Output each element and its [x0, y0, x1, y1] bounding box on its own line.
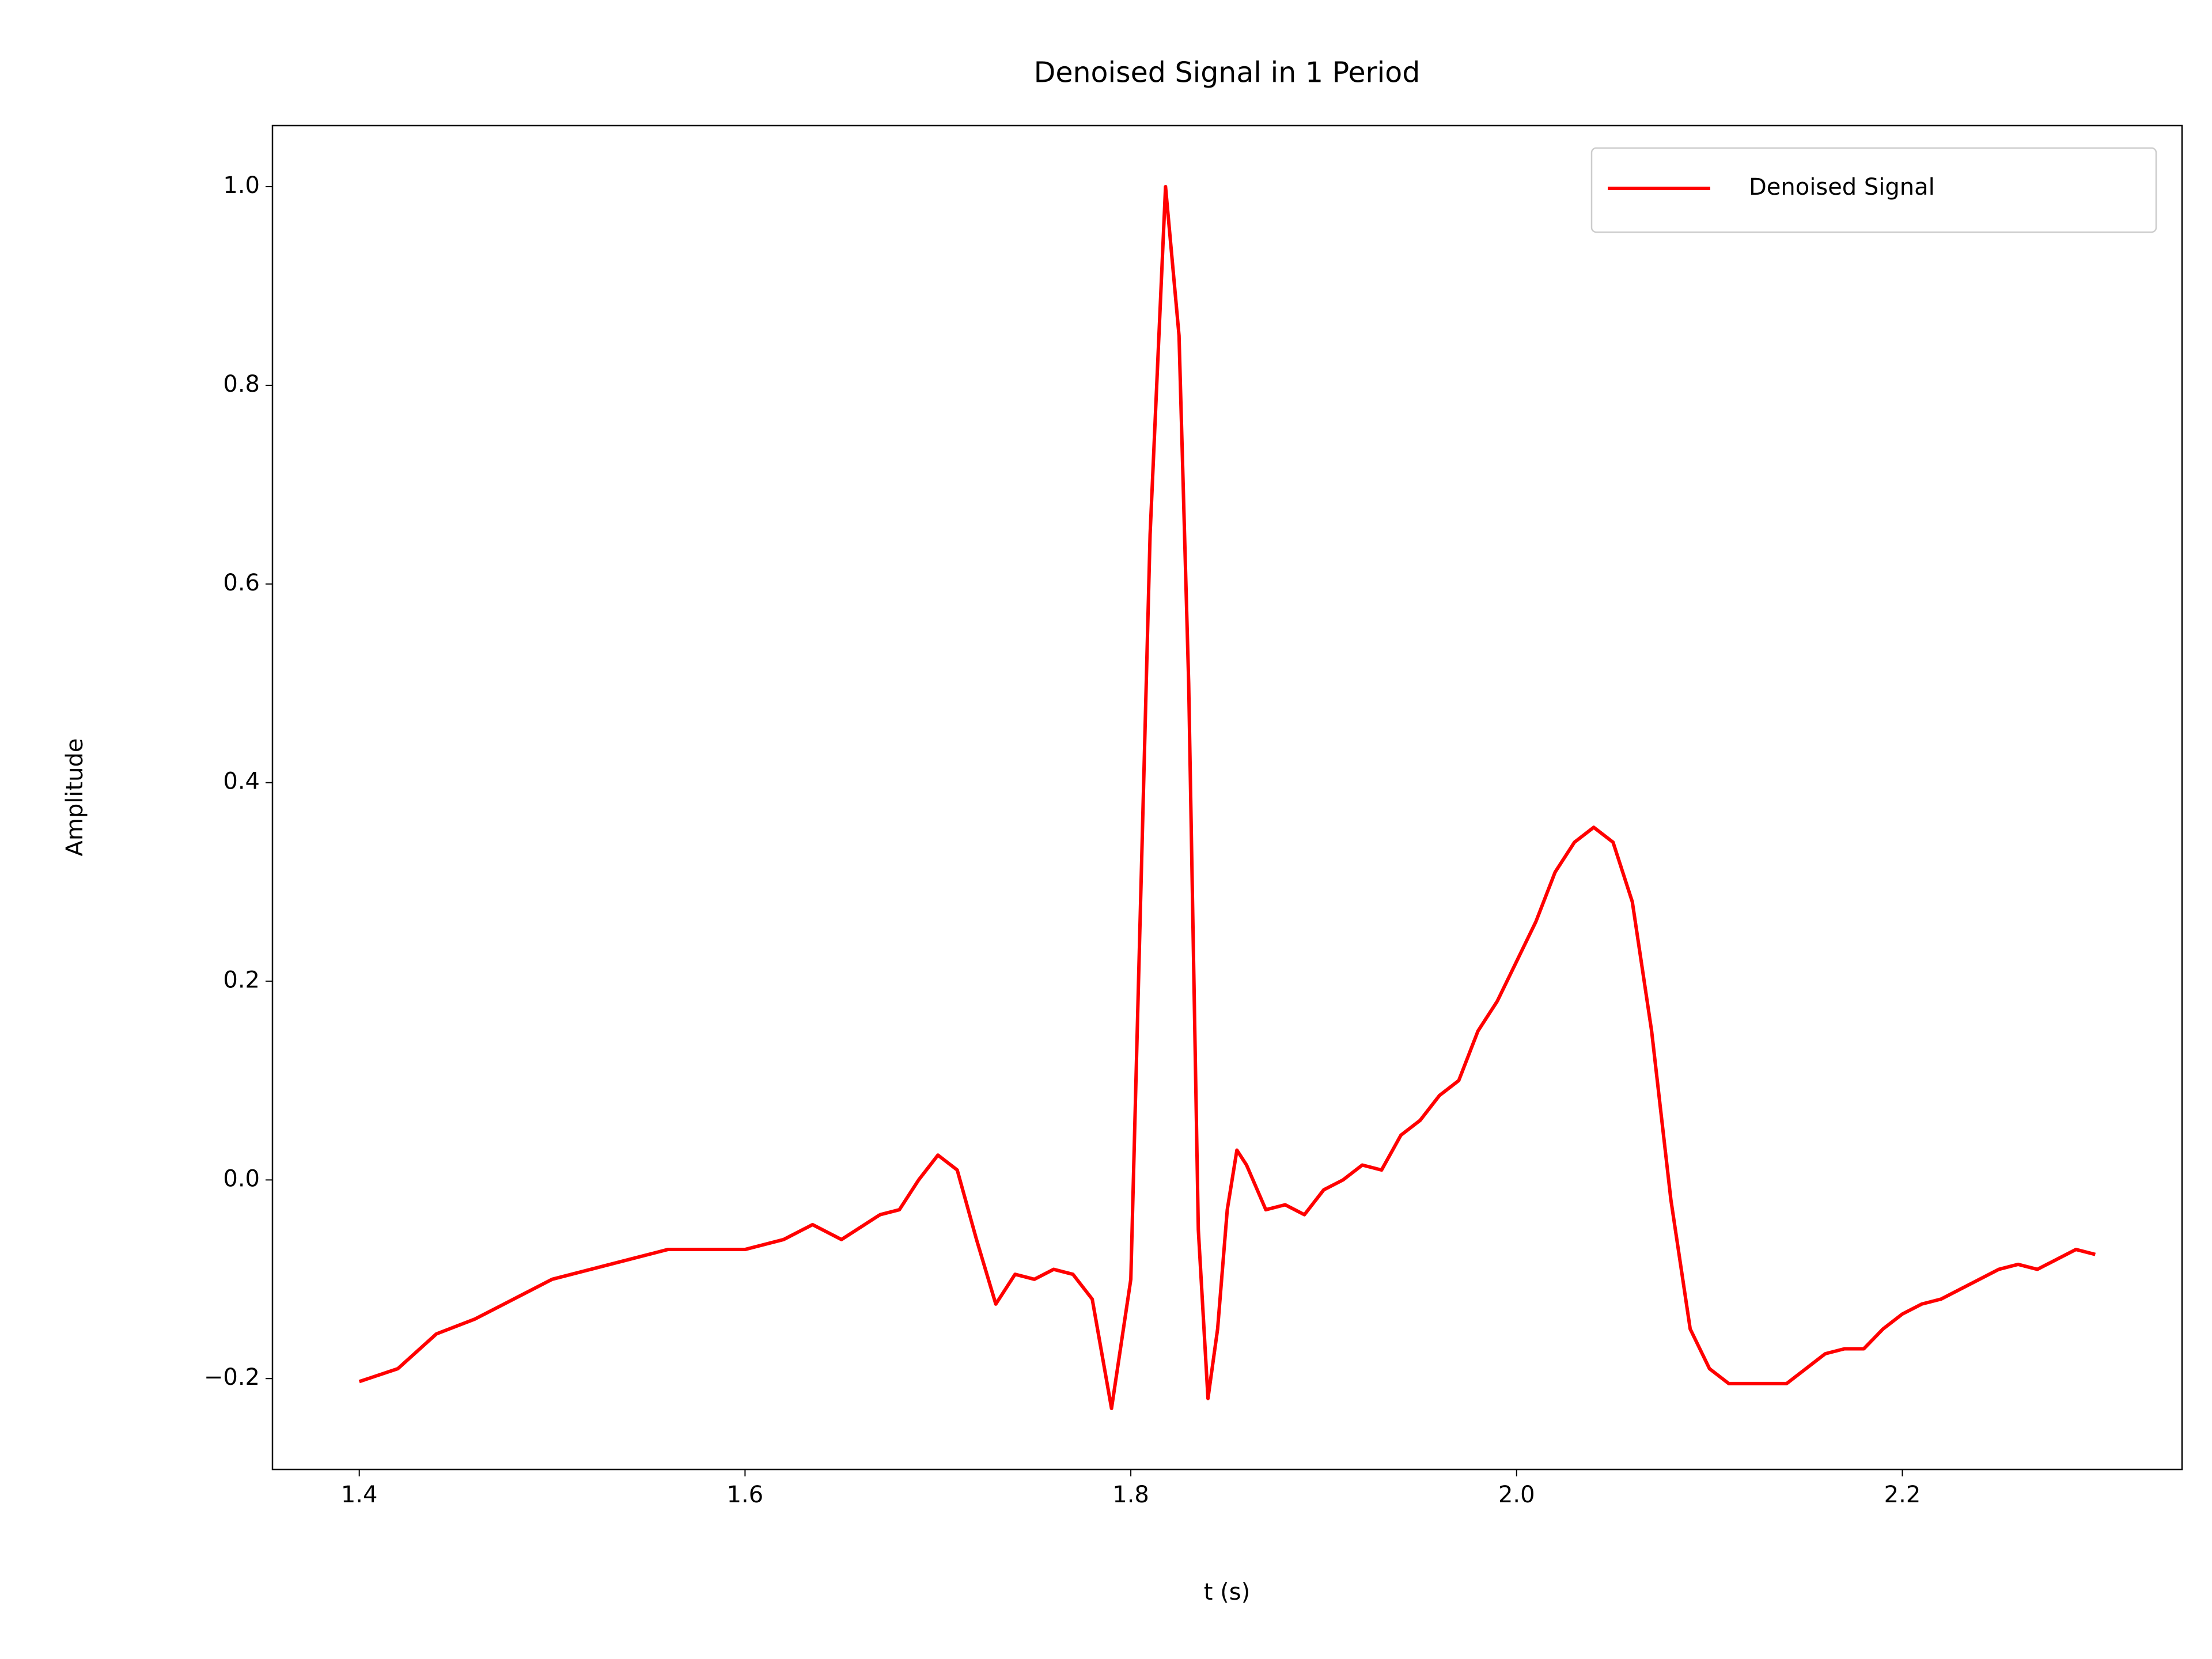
y-tick-label: 0.2: [223, 967, 260, 993]
x-tick-label: 1.8: [1112, 1482, 1149, 1508]
legend-box: [1590, 147, 2157, 233]
x-tick-label: 1.4: [341, 1482, 378, 1508]
line-series: [358, 185, 2096, 1410]
y-tick-label: 0.4: [223, 768, 260, 795]
legend-label: Denoised Signal: [1749, 174, 1935, 200]
axes-frame: [271, 124, 2183, 1471]
y-tick-label: 0.0: [223, 1165, 260, 1192]
y-tick-label: −0.2: [204, 1364, 260, 1391]
y-tick-label: 0.8: [223, 371, 260, 397]
y-axis-label: Amplitude: [62, 738, 88, 857]
chart-title: Denoised Signal in 1 Period: [1034, 56, 1421, 89]
x-tick-label: 2.0: [1498, 1482, 1535, 1508]
y-tick-label: 0.6: [223, 570, 260, 596]
y-tick-label: 1.0: [223, 172, 260, 199]
x-tick-label: 2.2: [1884, 1482, 1921, 1508]
x-axis-label: t (s): [1204, 1579, 1250, 1605]
x-tick-label: 1.6: [727, 1482, 764, 1508]
